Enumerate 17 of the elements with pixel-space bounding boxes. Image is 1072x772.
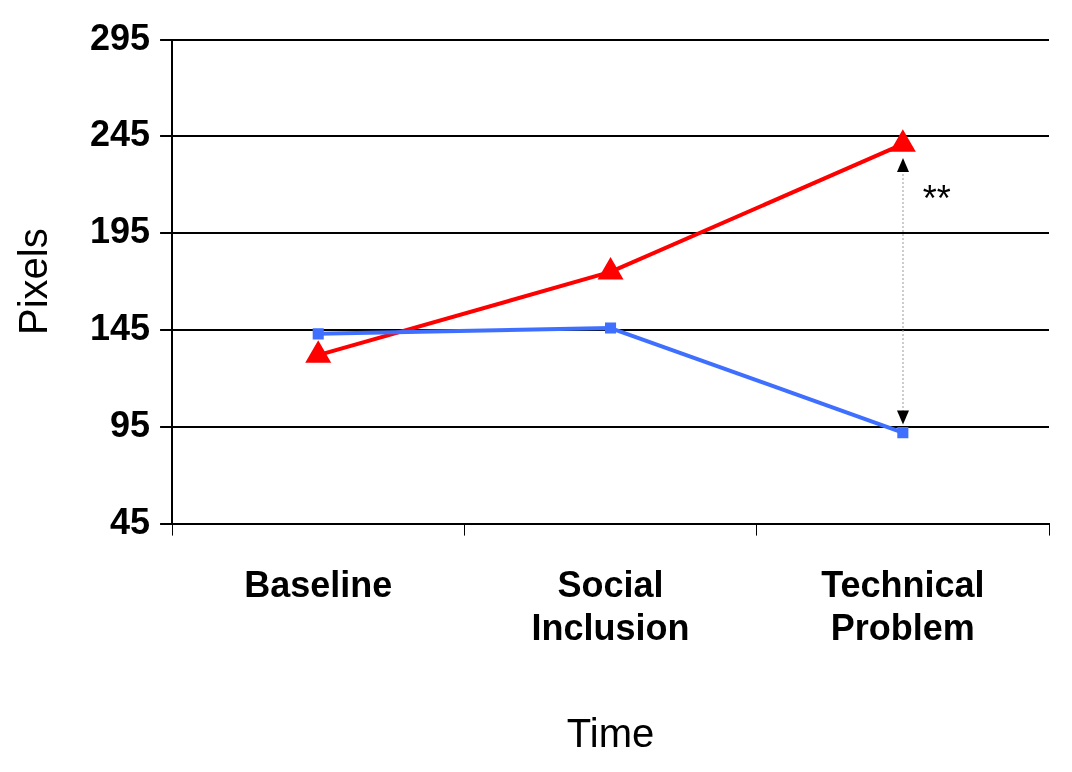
x-tick-label: Technical Problem [821,564,985,649]
point [891,131,915,152]
x-tick-label: Baseline [244,564,393,606]
y-axis-title: Pixels [11,228,56,335]
y-tick-label: 95 [110,403,151,445]
point [605,322,617,334]
point [897,427,909,439]
point [599,258,623,280]
point [312,328,324,340]
y-tick-label: 295 [89,16,151,58]
y-tick-label: 195 [89,210,151,252]
x-tick-label: Social Inclusion [531,564,690,649]
x-axis-title: Time [566,711,655,756]
y-tick-label: 45 [110,500,151,542]
y-tick-label: 245 [89,113,151,155]
y-tick-label: 145 [89,306,151,348]
annotation: ** [922,178,951,221]
